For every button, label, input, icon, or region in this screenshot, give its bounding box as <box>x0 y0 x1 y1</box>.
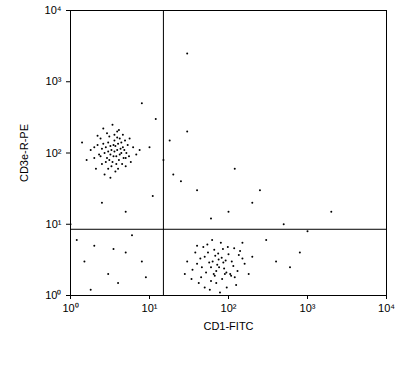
svg-text:10⁰: 10⁰ <box>45 289 61 301</box>
svg-text:10¹: 10¹ <box>46 218 62 230</box>
svg-text:10⁰: 10⁰ <box>62 302 78 314</box>
svg-text:10¹: 10¹ <box>142 302 158 314</box>
svg-text:10³: 10³ <box>300 302 316 314</box>
svg-text:10³: 10³ <box>46 75 62 87</box>
svg-text:10²: 10² <box>221 302 237 314</box>
svg-text:CD3e-R-PE: CD3e-R-PE <box>18 124 30 182</box>
svg-text:CD1-FITC: CD1-FITC <box>203 320 253 332</box>
svg-text:10²: 10² <box>46 147 62 159</box>
svg-text:10⁴: 10⁴ <box>45 4 62 16</box>
svg-text:10⁴: 10⁴ <box>378 302 395 314</box>
